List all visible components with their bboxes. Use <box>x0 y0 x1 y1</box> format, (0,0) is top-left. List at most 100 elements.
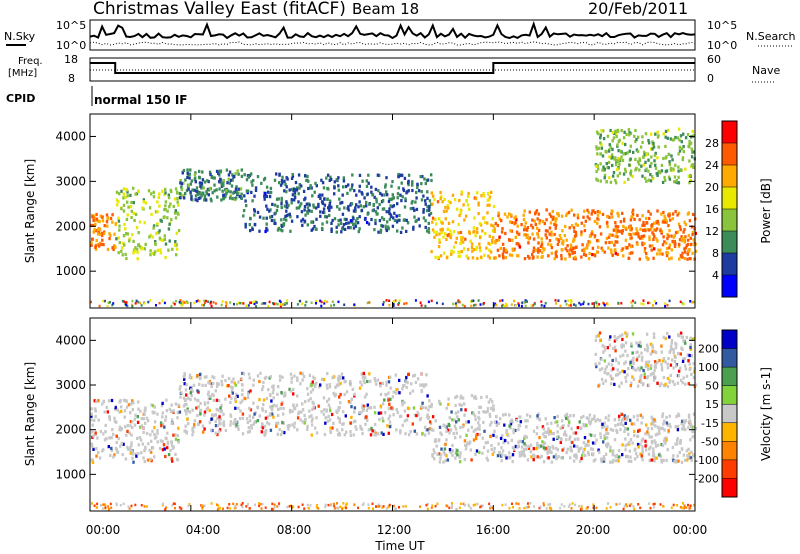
echo-cell <box>373 429 376 433</box>
echo-cell <box>478 432 482 437</box>
echo-cell <box>671 212 675 216</box>
echo-cell <box>679 134 683 138</box>
echo-cell <box>310 419 314 423</box>
echo-cell <box>249 216 252 220</box>
echo-cell <box>336 506 339 509</box>
echo-cell <box>682 502 684 505</box>
echo-cell <box>671 217 674 221</box>
echo-cell <box>437 255 440 259</box>
echo-cell <box>646 349 649 353</box>
echo-cell <box>691 150 694 154</box>
echo-cell <box>328 213 331 218</box>
echo-cell <box>352 433 355 437</box>
echo-cell <box>668 335 671 339</box>
echo-cell <box>499 436 503 440</box>
echo-cell <box>514 304 517 307</box>
echo-cell <box>486 449 490 453</box>
echo-cell <box>551 444 554 449</box>
echo-cell <box>651 420 654 424</box>
echo-cell <box>515 218 518 222</box>
echo-cell <box>489 434 492 439</box>
echo-cell <box>253 300 256 303</box>
echo-cell <box>353 303 356 306</box>
echo-cell <box>648 447 651 451</box>
echo-cell <box>206 406 209 410</box>
echo-cell <box>617 459 620 463</box>
echo-cell <box>299 371 302 375</box>
echo-cell <box>178 196 182 200</box>
echo-cell <box>452 245 456 249</box>
echo-cell <box>623 180 626 184</box>
echo-cell <box>399 193 402 197</box>
echo-cell <box>495 303 498 307</box>
echo-cell <box>569 248 572 252</box>
echo-cell <box>603 173 607 177</box>
echo-cell <box>677 152 680 156</box>
echo-cell <box>264 429 268 433</box>
echo-cell <box>94 245 97 249</box>
echo-cell <box>159 251 163 255</box>
echo-cell <box>234 417 237 422</box>
echo-cell <box>180 304 183 307</box>
echo-cell <box>329 430 332 434</box>
echo-cell <box>674 425 677 429</box>
echo-cell <box>108 436 111 440</box>
echo-cell <box>485 395 488 399</box>
echo-cell <box>655 221 659 225</box>
echo-cell <box>484 220 487 224</box>
echo-cell <box>531 218 534 222</box>
echo-cell <box>336 384 339 388</box>
echo-cell <box>609 335 612 339</box>
echo-cell <box>140 417 143 421</box>
echo-cell <box>300 202 303 206</box>
echo-cell <box>107 445 110 449</box>
echo-cell <box>216 424 220 428</box>
echo-cell <box>592 506 595 509</box>
echo-cell <box>100 233 104 238</box>
echo-cell <box>673 137 676 142</box>
echo-cell <box>333 186 336 190</box>
echo-cell <box>232 421 235 426</box>
echo-cell <box>190 388 193 392</box>
echo-cell <box>188 176 191 180</box>
echo-cell <box>556 430 559 434</box>
echo-cell <box>540 444 543 448</box>
echo-cell <box>649 352 653 356</box>
echo-cell <box>537 241 540 245</box>
echo-cell <box>508 456 511 460</box>
echo-cell <box>415 196 418 200</box>
echo-cell <box>183 377 186 381</box>
echo-cell <box>568 437 571 441</box>
echo-cell <box>570 299 573 302</box>
echo-cell <box>615 163 618 167</box>
echo-cell <box>91 215 94 219</box>
echo-cell <box>315 506 318 509</box>
echo-cell <box>560 248 563 252</box>
echo-cell <box>620 129 623 133</box>
echo-cell <box>431 228 435 232</box>
echo-cell <box>250 426 253 430</box>
echo-cell <box>673 239 676 244</box>
echo-cell <box>658 359 661 363</box>
echo-cell <box>106 304 109 308</box>
echo-cell <box>520 450 524 454</box>
echo-cell <box>679 300 682 304</box>
echo-cell <box>544 302 547 305</box>
echo-cell <box>560 503 563 506</box>
echo-cell <box>137 243 141 247</box>
echo-cell <box>566 249 569 253</box>
echo-cell <box>205 299 207 303</box>
echo-cell <box>337 375 341 379</box>
echo-cell <box>325 215 328 219</box>
echo-cell <box>381 506 384 509</box>
echo-cell <box>127 205 130 209</box>
echo-cell <box>649 373 653 377</box>
echo-cell <box>123 243 126 247</box>
echo-cell <box>550 230 553 234</box>
echo-cell <box>186 175 189 179</box>
echo-cell <box>494 221 497 226</box>
echo-cell <box>459 235 463 240</box>
echo-cell <box>594 352 597 356</box>
echo-cell <box>96 219 100 223</box>
echo-cell <box>120 189 123 193</box>
